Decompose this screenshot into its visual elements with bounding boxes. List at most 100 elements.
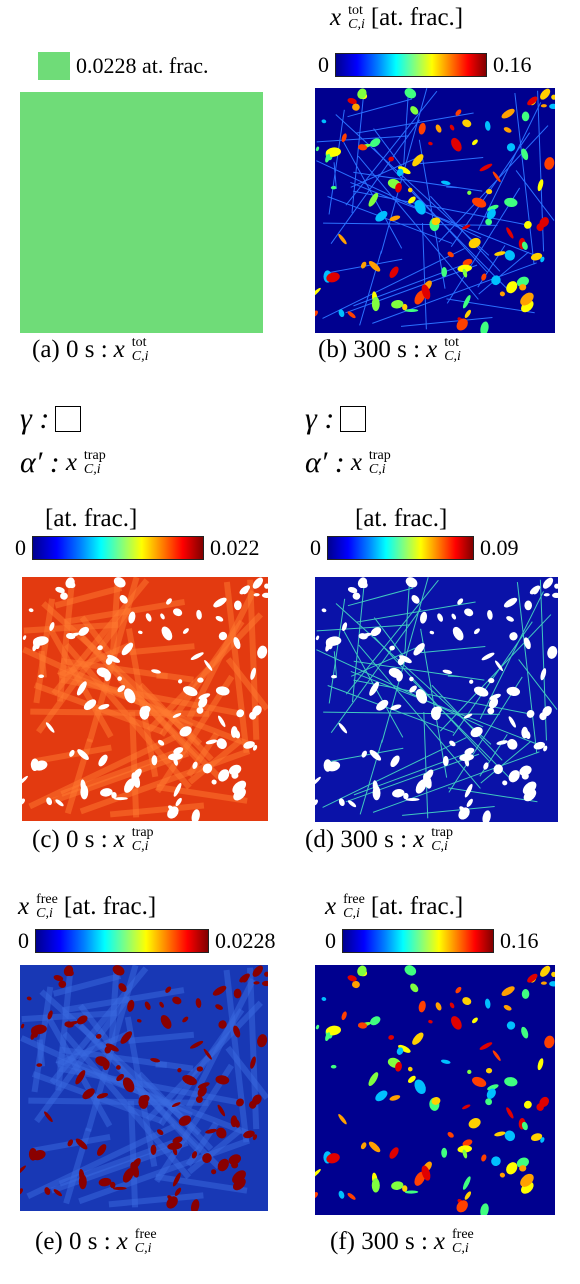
boundary <box>350 181 541 258</box>
particle <box>464 783 473 798</box>
lath <box>155 1061 167 1069</box>
particle <box>44 1111 53 1123</box>
map-image <box>315 577 558 822</box>
particle <box>150 1058 161 1063</box>
particle <box>215 615 224 622</box>
particle <box>389 645 395 651</box>
particle <box>112 965 125 976</box>
particle <box>82 1088 95 1100</box>
particle <box>368 1072 379 1087</box>
particle <box>471 1017 478 1024</box>
particle <box>28 608 34 613</box>
map-image <box>20 965 268 1211</box>
particle <box>418 122 426 135</box>
particle <box>179 726 192 737</box>
particle <box>173 747 184 755</box>
particle <box>190 1040 204 1049</box>
particle <box>414 1079 426 1095</box>
particle <box>315 635 320 641</box>
particle <box>479 1042 493 1050</box>
particle <box>218 769 230 782</box>
particle <box>442 669 453 674</box>
particle <box>451 137 462 152</box>
particle <box>506 686 521 696</box>
particle <box>521 148 529 161</box>
particle <box>325 1032 331 1042</box>
particle <box>228 1154 242 1165</box>
particle <box>157 739 165 746</box>
lath <box>155 674 235 794</box>
particle <box>315 287 321 298</box>
particle <box>549 981 555 987</box>
lath <box>78 1003 114 1048</box>
particle <box>504 1077 518 1087</box>
particle <box>243 1130 255 1139</box>
particle <box>466 798 473 808</box>
caption: (a) 0 s : x tot C,i <box>32 336 149 364</box>
boundary <box>347 98 413 118</box>
unit: [at. frac.] <box>370 893 464 920</box>
particle <box>399 655 412 664</box>
particle <box>131 772 141 788</box>
boundary <box>480 740 532 784</box>
particle <box>231 772 239 779</box>
particle <box>530 1133 543 1141</box>
particle <box>521 1121 528 1131</box>
greek-label: α′ : <box>20 446 60 479</box>
particle <box>321 997 327 1001</box>
particle <box>440 180 451 185</box>
math-scripts: trap C,i <box>369 449 391 477</box>
empty-box <box>55 406 82 432</box>
particle <box>55 586 65 594</box>
particle <box>352 592 361 600</box>
phase-alpha: α′ : x trap C,i <box>20 446 106 480</box>
math-sub: C,i <box>368 462 386 477</box>
particle <box>437 613 444 622</box>
particle <box>414 290 426 305</box>
particle <box>542 577 554 589</box>
particle <box>97 1144 107 1156</box>
particle <box>441 1147 448 1158</box>
particle <box>503 597 518 608</box>
particle <box>484 120 491 131</box>
lath <box>128 1100 139 1208</box>
particle <box>547 646 558 659</box>
particle <box>508 770 520 783</box>
phase-gamma: γ : <box>305 402 367 436</box>
particle <box>172 1172 181 1187</box>
particle <box>347 311 356 319</box>
particle <box>195 1096 203 1103</box>
particle <box>462 119 472 128</box>
particle <box>405 577 418 588</box>
particle <box>468 237 481 249</box>
particle <box>150 1144 157 1155</box>
particle <box>172 713 182 718</box>
boundary <box>515 170 555 221</box>
lath <box>108 967 120 1043</box>
particle <box>537 1058 544 1071</box>
boundary <box>350 670 544 747</box>
particle <box>481 273 487 281</box>
colorbar-max: 0.0228 <box>215 928 276 953</box>
particle <box>173 757 178 766</box>
boundary <box>352 190 528 226</box>
particle <box>499 1172 506 1178</box>
particle <box>536 1103 544 1111</box>
lath <box>54 585 123 609</box>
particle <box>456 1200 468 1213</box>
particle <box>136 1019 142 1023</box>
particle <box>502 780 508 786</box>
map-image <box>22 577 268 821</box>
lath <box>57 641 134 679</box>
particle <box>338 1190 345 1199</box>
empty-box <box>340 406 367 432</box>
lath <box>36 1039 46 1067</box>
particle <box>488 677 495 684</box>
lath <box>57 668 254 749</box>
particle <box>178 1115 192 1126</box>
boundary <box>356 112 474 134</box>
particle <box>457 1145 472 1153</box>
math-sup: trap <box>131 825 154 840</box>
colorbar-gradient <box>32 536 204 560</box>
particle <box>395 182 402 193</box>
